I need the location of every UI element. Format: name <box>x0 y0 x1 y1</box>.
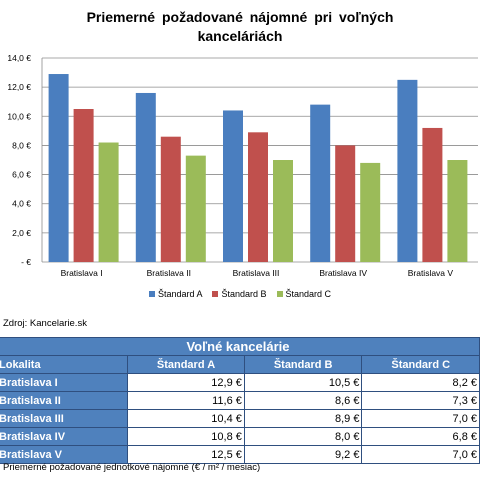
cell-standard-a: 11,6 € <box>127 391 245 410</box>
bar <box>160 136 181 262</box>
row-location: Bratislava IV <box>0 427 129 446</box>
y-tick-label: 2,0 € <box>12 228 31 238</box>
x-tick-label: Bratislava IV <box>319 268 367 278</box>
chart-legend: Štandard A Štandard B Štandard C <box>0 289 480 299</box>
x-tick-label: Bratislava V <box>408 268 454 278</box>
bar <box>422 127 443 262</box>
legend-item-standard-b: Štandard B <box>212 289 267 299</box>
row-location: Bratislava V <box>0 445 129 464</box>
cell-standard-c: 7,0 € <box>361 445 480 464</box>
header-standard-b: Štandard B <box>243 355 363 374</box>
bar <box>248 132 268 262</box>
legend-item-standard-a: Štandard A <box>148 289 203 299</box>
bar <box>273 160 293 262</box>
legend-label-b: Štandard B <box>221 289 267 299</box>
cell-standard-b: 8,9 € <box>243 409 363 428</box>
table-row: Bratislava V 12,5 € 9,2 € 7,0 € <box>0 445 480 464</box>
rent-table: Voľné kancelárie Lokalita Štandard A Šta… <box>0 337 480 464</box>
x-tick-label: Bratislava II <box>147 268 191 278</box>
legend-swatch-c <box>276 291 283 297</box>
cell-standard-c: 8,2 € <box>361 373 480 392</box>
table-title: Voľné kancelárie <box>0 337 480 356</box>
row-location: Bratislava III <box>0 409 129 428</box>
legend-label-a: Štandard A <box>157 289 203 299</box>
bar <box>397 79 418 262</box>
cell-standard-a: 12,5 € <box>127 445 245 464</box>
bar <box>98 142 119 262</box>
table-title-row: Voľné kancelárie <box>0 337 480 356</box>
x-tick-label: Bratislava I <box>61 268 103 278</box>
cell-standard-c: 6,8 € <box>361 427 480 446</box>
table-row: Bratislava II 11,6 € 8,6 € 7,3 € <box>0 391 480 410</box>
source-note: Zdroj: Kancelarie.sk <box>3 318 87 329</box>
header-standard-c: Štandard C <box>361 355 480 374</box>
y-tick-label: 6,0 € <box>12 170 31 180</box>
legend-swatch-a <box>148 291 155 297</box>
bar <box>360 162 381 262</box>
table-header-row: Lokalita Štandard A Štandard B Štandard … <box>0 355 480 374</box>
y-tick-label: 12,0 € <box>7 82 31 92</box>
bar <box>223 110 243 262</box>
bar <box>310 104 331 262</box>
bar <box>48 74 69 263</box>
chart-title: Priemerné požadované nájomné pri voľných… <box>86 9 394 44</box>
bar <box>335 145 356 262</box>
y-tick-label: - € <box>21 257 31 267</box>
y-tick-label: 4,0 € <box>12 199 31 209</box>
y-tick-label: 8,0 € <box>12 140 31 150</box>
cell-standard-c: 7,3 € <box>361 391 480 410</box>
table-row: Bratislava I 12,9 € 10,5 € 8,2 € <box>0 373 480 392</box>
header-lokalita: Lokalita <box>0 355 129 374</box>
cell-standard-a: 10,4 € <box>127 409 245 428</box>
legend-label-c: Štandard C <box>285 289 332 299</box>
bar <box>73 109 94 262</box>
row-location: Bratislava II <box>0 391 129 410</box>
bar-chart: - € 2,0 € 4,0 € 6,0 € 8,0 € 10,0 € 12,0 € 14,0 … <box>7 53 478 278</box>
cell-standard-c: 7,0 € <box>361 409 480 428</box>
y-tick-label: 10,0 € <box>7 111 31 121</box>
cell-standard-b: 8,0 € <box>243 427 363 446</box>
cell-standard-a: 12,9 € <box>127 373 245 392</box>
x-tick-label: Bratislava III <box>233 268 280 278</box>
cell-standard-b: 8,6 € <box>243 391 363 410</box>
footnote: Priemerné požadované jednotkové nájomné … <box>3 462 261 473</box>
bar <box>135 92 156 262</box>
cell-standard-b: 10,5 € <box>243 373 363 392</box>
y-tick-label: 14,0 € <box>7 53 31 63</box>
row-location: Bratislava I <box>0 373 129 392</box>
table-row: Bratislava III 10,4 € 8,9 € 7,0 € <box>0 409 480 428</box>
cell-standard-b: 9,2 € <box>243 445 363 464</box>
bar <box>185 155 206 262</box>
legend-item-standard-c: Štandard C <box>276 289 332 299</box>
header-standard-a: Štandard A <box>127 355 245 374</box>
bar <box>447 160 468 262</box>
table-row: Bratislava IV 10,8 € 8,0 € 6,8 € <box>0 427 480 446</box>
legend-swatch-b <box>212 291 219 297</box>
cell-standard-a: 10,8 € <box>127 427 245 446</box>
